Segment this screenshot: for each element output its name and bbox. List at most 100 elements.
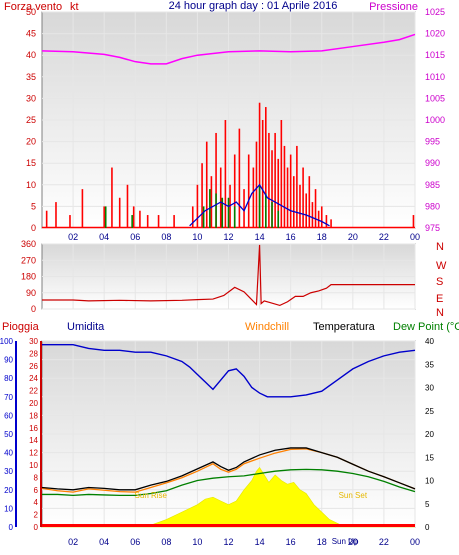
x-tick-label: 16 [286,232,296,242]
humidity-tick-label: 30 [4,467,13,476]
direction-grid [42,243,416,310]
x-tick-label: 04 [99,232,109,242]
x-tick-label: 22 [379,232,389,242]
x-tick-label: 08 [161,537,171,547]
temp-tick-label: 20 [425,430,434,439]
temp-tick-label: 5 [425,500,430,509]
x-tick-label: 02 [68,232,78,242]
windchill-label: Windchill [245,321,289,333]
pressure-tick-label: 1020 [425,29,445,39]
pressure-title: Pressione [369,1,418,13]
x-tick-label: 20 [348,232,358,242]
rain-tick-label: 4 [34,498,39,507]
x-tick-label: 06 [130,537,140,547]
rain-tick-label: 18 [29,411,38,420]
temp-tick-label: 15 [425,453,434,462]
rain-tick-label: 8 [34,473,39,482]
temp-tick-label: 10 [425,477,434,486]
direction-tick-label: 270 [21,255,36,265]
temperature-line [41,447,416,491]
x-tick-label: 00 [410,232,420,242]
pressure-tick-label: 1010 [425,72,445,82]
pressure-tick-label: 1005 [425,93,445,103]
wind-tick-label: 30 [26,93,36,103]
pressure-tick-label: 1015 [425,50,445,60]
rain-tick-label: 28 [29,349,38,358]
compass-label: N [436,307,444,319]
wind-tick-label: 5 [31,201,36,211]
x-tick-label: 18 [317,537,327,547]
x-tick-label: 14 [255,232,265,242]
rain-tick-label: 2 [34,511,39,520]
sun-annotation: Sun Up [332,537,359,546]
compass-label: E [436,293,443,305]
wind-tick-label: 40 [26,50,36,60]
temp-tick-label: 25 [425,407,434,416]
humidity-tick-label: 100 [0,337,14,346]
x-tick-label: 10 [192,537,202,547]
x-tick-label: 00 [410,537,420,547]
x-tick-label: 22 [379,537,389,547]
humidity-grid [15,340,416,528]
rain-tick-label: 24 [29,374,38,383]
wind-tick-label: 50 [26,7,36,17]
wind-tick-label: 20 [26,137,36,147]
pressure-tick-label: 980 [425,201,440,211]
temp-tick-label: 0 [425,523,430,532]
pressure-tick-label: 990 [425,158,440,168]
x-tick-label: 04 [99,537,109,547]
compass-label: S [436,276,443,288]
x-tick-label: 06 [130,232,140,242]
sun-annotation: Sun Set [339,491,368,500]
wind-tick-label: 45 [26,29,36,39]
wind-unit: kt [70,1,79,13]
rain-label: Pioggia [2,321,40,333]
pressure-tick-label: 975 [425,223,440,233]
direction-tick-label: 90 [26,288,36,298]
x-tick-label: 16 [286,537,296,547]
humidity-line [42,344,416,398]
humidity-tick-label: 50 [4,430,13,439]
pressure-tick-label: 1000 [425,115,445,125]
sun-annotation: Sun Rise [135,491,168,500]
direction-tick-label: 360 [21,239,36,249]
wind-tick-label: 15 [26,158,36,168]
pressure-tick-label: 1025 [425,7,445,17]
rain-tick-label: 14 [29,436,38,445]
x-tick-label: 08 [161,232,171,242]
temp-tick-label: 35 [425,360,434,369]
wind-average-line [189,183,330,227]
compass-label: W [436,260,447,272]
humidity-tick-label: 90 [4,356,13,365]
x-tick-label: 02 [68,537,78,547]
compass-label: N [436,241,444,253]
humidity-tick-label: 60 [4,411,13,420]
temp-tick-label: 40 [425,337,434,346]
wind-plot [41,33,416,229]
direction-tick-label: 0 [31,304,36,314]
direction-tick-label: 180 [21,272,36,282]
humidity-plot: Sun Rise Sun Set Sun Up [41,344,416,546]
x-tick-label: 12 [223,537,233,547]
temp-tick-label: 30 [425,384,434,393]
pressure-line [41,33,416,65]
wind-tick-label: 10 [26,180,36,190]
pressure-tick-label: 985 [425,180,440,190]
rain-tick-label: 26 [29,362,38,371]
dewpoint-label: Dew Point (°C [393,321,459,333]
x-tick-label: 20 [348,537,358,547]
wind-title: Forza vento [4,1,62,13]
temperature-label: Temperatura [313,321,376,333]
rain-tick-label: 16 [29,424,38,433]
pressure-tick-label: 995 [425,137,440,147]
rain-tick-label: 30 [29,337,38,346]
humidity-tick-label: 0 [9,523,14,532]
dewpoint-line [42,468,416,497]
direction-plot [42,244,415,307]
wind-tick-label: 25 [26,115,36,125]
rain-tick-label: 20 [29,399,38,408]
humidity-tick-label: 80 [4,374,13,383]
x-tick-label: 14 [255,537,265,547]
humidity-tick-label: 20 [4,486,13,495]
